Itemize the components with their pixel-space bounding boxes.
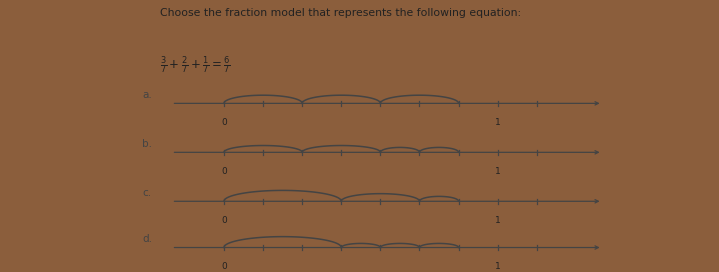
Text: a.: a. <box>142 90 152 100</box>
Text: 0: 0 <box>221 262 226 271</box>
Text: 0: 0 <box>221 167 226 176</box>
Text: 1: 1 <box>495 167 500 176</box>
Text: 1: 1 <box>495 262 500 271</box>
Text: 1: 1 <box>495 216 500 225</box>
Text: 0: 0 <box>221 118 226 127</box>
Text: d.: d. <box>142 234 152 244</box>
Text: $\frac{3}{7}+\frac{2}{7}+\frac{1}{7}=\frac{6}{7}$: $\frac{3}{7}+\frac{2}{7}+\frac{1}{7}=\fr… <box>160 54 231 76</box>
Text: c.: c. <box>142 188 152 198</box>
Text: Choose the fraction model that represents the following equation:: Choose the fraction model that represent… <box>160 8 521 18</box>
Text: b.: b. <box>142 139 152 149</box>
Text: 0: 0 <box>221 216 226 225</box>
Text: 1: 1 <box>495 118 500 127</box>
